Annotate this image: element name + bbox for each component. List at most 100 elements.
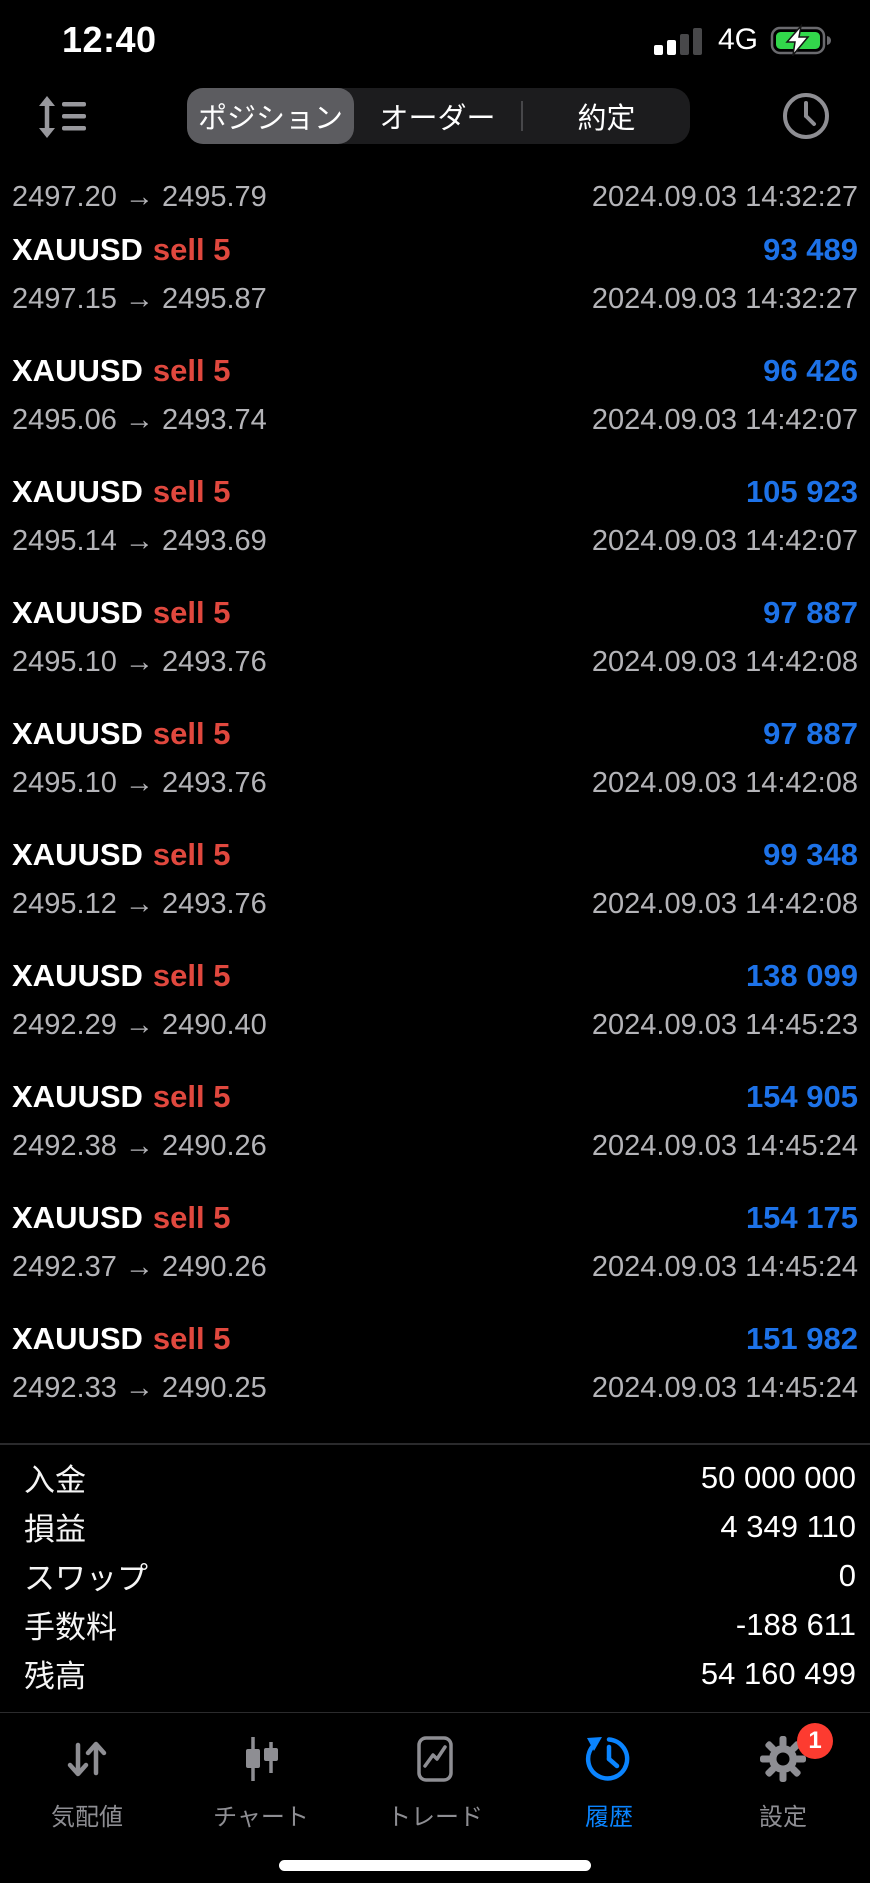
deal-time: 2024.09.03 14:32:27 xyxy=(591,283,858,315)
summary-row: 手数料 -188 611 xyxy=(24,1600,856,1649)
tab-label: 気配値 xyxy=(51,1804,123,1831)
profit-value: 151 982 xyxy=(745,1321,858,1356)
tab-label: チャート xyxy=(213,1804,309,1831)
profit-value: 154 905 xyxy=(745,1079,858,1114)
row-detail-line: 2497.15 → 2495.87 2024.09.03 14:32:27 xyxy=(12,283,858,321)
history-rows: XAUUSD sell 5 93 489 2497.15 → 2495.87 20… xyxy=(0,218,870,1428)
summary-value: 4 349 110 xyxy=(720,1508,856,1544)
row-symbol-line: XAUUSD sell 5 99 348 xyxy=(12,837,858,879)
symbol-and-side: XAUUSD sell 5 xyxy=(12,1321,230,1357)
deal-time: 2024.09.03 14:45:24 xyxy=(591,1372,858,1404)
history-header: ポジション オーダー 約定 xyxy=(0,86,870,146)
price-range: 2497.20 → 2495.79 xyxy=(12,181,267,213)
summary-value: 0 xyxy=(838,1557,856,1593)
history-row[interactable]: XAUUSD sell 5 138 099 2492.29 → 2490.40 2… xyxy=(0,944,870,1065)
side-volume-label: sell 5 xyxy=(152,1200,231,1235)
deal-time: 2024.09.03 14:42:07 xyxy=(591,525,858,557)
profit-value: 93 489 xyxy=(763,232,858,267)
symbol-and-side: XAUUSD sell 5 xyxy=(12,716,230,752)
row-detail-line: 2495.14 → 2493.69 2024.09.03 14:42:07 xyxy=(12,525,858,563)
tab-charts[interactable]: チャート xyxy=(174,1713,348,1883)
tab-trade[interactable]: トレード xyxy=(348,1713,522,1883)
sort-list-icon[interactable] xyxy=(36,94,92,140)
symbol-and-side: XAUUSD sell 5 xyxy=(12,232,230,268)
tab-history[interactable]: 履歴 xyxy=(522,1713,696,1883)
summary-label: 残高 xyxy=(24,1659,86,1694)
row-symbol-line: XAUUSD sell 5 154 905 xyxy=(12,1079,858,1121)
symbol-label: XAUUSD xyxy=(12,595,143,630)
history-row-partial[interactable]: 2497.20 → 2495.79 2024.09.03 14:32:27 xyxy=(0,150,870,218)
segment-divider xyxy=(521,101,523,131)
price-range: 2492.29 → 2490.40 xyxy=(12,1009,267,1041)
symbol-label: XAUUSD xyxy=(12,1321,143,1356)
deal-time: 2024.09.03 14:45:24 xyxy=(591,1251,858,1283)
tab-quotes[interactable]: 気配値 xyxy=(0,1713,174,1883)
row-detail-line: 2492.29 → 2490.40 2024.09.03 14:45:23 xyxy=(12,1009,858,1047)
history-row[interactable]: XAUUSD sell 5 105 923 2495.14 → 2493.69 2… xyxy=(0,460,870,581)
summary-row: 残高 54 160 499 xyxy=(24,1649,856,1698)
tab-positions[interactable]: ポジション xyxy=(187,88,354,144)
row-detail-line: 2495.10 → 2493.76 2024.09.03 14:42:08 xyxy=(12,767,858,805)
symbol-and-side: XAUUSD sell 5 xyxy=(12,353,230,389)
history-tabs: ポジション オーダー 約定 xyxy=(187,88,690,144)
clock-icon[interactable] xyxy=(780,90,832,142)
price-range: 2492.33 → 2490.25 xyxy=(12,1372,267,1404)
network-type-label: 4G xyxy=(717,23,758,56)
history-row[interactable]: XAUUSD sell 5 151 982 2492.33 → 2490.25 2… xyxy=(0,1307,870,1428)
history-row[interactable]: XAUUSD sell 5 154 905 2492.38 → 2490.26 2… xyxy=(0,1065,870,1186)
profit-value: 97 887 xyxy=(763,716,858,751)
gear-icon xyxy=(760,1736,806,1782)
summary-row: 損益 4 349 110 xyxy=(24,1502,856,1551)
history-row[interactable]: XAUUSD sell 5 97 887 2495.10 → 2493.76 20… xyxy=(0,702,870,823)
history-row[interactable]: XAUUSD sell 5 97 887 2495.10 → 2493.76 20… xyxy=(0,581,870,702)
deal-time: 2024.09.03 14:42:07 xyxy=(591,404,858,436)
price-range: 2495.06 → 2493.74 xyxy=(12,404,267,436)
symbol-label: XAUUSD xyxy=(12,716,143,751)
tab-label: トレード xyxy=(387,1804,483,1831)
symbol-and-side: XAUUSD sell 5 xyxy=(12,837,230,873)
notification-badge: 1 xyxy=(797,1723,833,1759)
price-range: 2495.10 → 2493.76 xyxy=(12,646,267,678)
candlestick-icon xyxy=(246,1737,278,1781)
profit-value: 99 348 xyxy=(763,837,858,872)
symbol-and-side: XAUUSD sell 5 xyxy=(12,1200,230,1236)
price-range: 2492.38 → 2490.26 xyxy=(12,1130,267,1162)
symbol-label: XAUUSD xyxy=(12,232,143,267)
history-row[interactable]: XAUUSD sell 5 93 489 2497.15 → 2495.87 20… xyxy=(0,218,870,339)
side-volume-label: sell 5 xyxy=(152,595,231,630)
summary-row: スワップ 0 xyxy=(24,1551,856,1600)
home-indicator[interactable] xyxy=(279,1860,591,1871)
status-time: 12:40 xyxy=(62,19,157,60)
summary-rows: 入金 50 000 000 損益 4 349 110 スワップ 0 手数料 -1… xyxy=(24,1453,856,1698)
side-volume-label: sell 5 xyxy=(152,1321,231,1356)
tab-settings[interactable]: 1 設定 xyxy=(696,1713,870,1883)
summary-row: 入金 50 000 000 xyxy=(24,1453,856,1502)
row-symbol-line: XAUUSD sell 5 96 426 xyxy=(12,353,858,395)
history-row[interactable]: XAUUSD sell 5 99 348 2495.12 → 2493.76 20… xyxy=(0,823,870,944)
deal-time: 2024.09.03 14:42:08 xyxy=(591,767,858,799)
row-detail-line: 2492.38 → 2490.26 2024.09.03 14:45:24 xyxy=(12,1130,858,1168)
price-range: 2497.15 → 2495.87 xyxy=(12,283,267,315)
symbol-label: XAUUSD xyxy=(12,1200,143,1235)
side-volume-label: sell 5 xyxy=(152,474,231,509)
row-detail-line: 2495.12 → 2493.76 2024.09.03 14:42:08 xyxy=(12,888,858,926)
row-symbol-line: XAUUSD sell 5 138 099 xyxy=(12,958,858,1000)
symbol-label: XAUUSD xyxy=(12,474,143,509)
tab-orders[interactable]: オーダー xyxy=(379,103,496,135)
side-volume-label: sell 5 xyxy=(152,1079,231,1114)
symbol-label: XAUUSD xyxy=(12,958,143,993)
summary-value: 54 160 499 xyxy=(700,1655,856,1691)
tab-deals[interactable]: 約定 xyxy=(577,103,636,135)
summary-label: 手数料 xyxy=(24,1610,117,1645)
row-symbol-line: XAUUSD sell 5 97 887 xyxy=(12,716,858,758)
symbol-label: XAUUSD xyxy=(12,353,143,388)
tab-label: 履歴 xyxy=(585,1804,633,1831)
price-range: 2495.14 → 2493.69 xyxy=(12,525,267,557)
summary-value: -188 611 xyxy=(735,1606,856,1642)
summary-label: スワップ xyxy=(24,1561,148,1596)
history-row[interactable]: XAUUSD sell 5 96 426 2495.06 → 2493.74 20… xyxy=(0,339,870,460)
deal-time: 2024.09.03 14:42:08 xyxy=(591,646,858,678)
history-row[interactable]: XAUUSD sell 5 154 175 2492.37 → 2490.26 2… xyxy=(0,1186,870,1307)
status-indicators: 4G xyxy=(653,23,836,57)
